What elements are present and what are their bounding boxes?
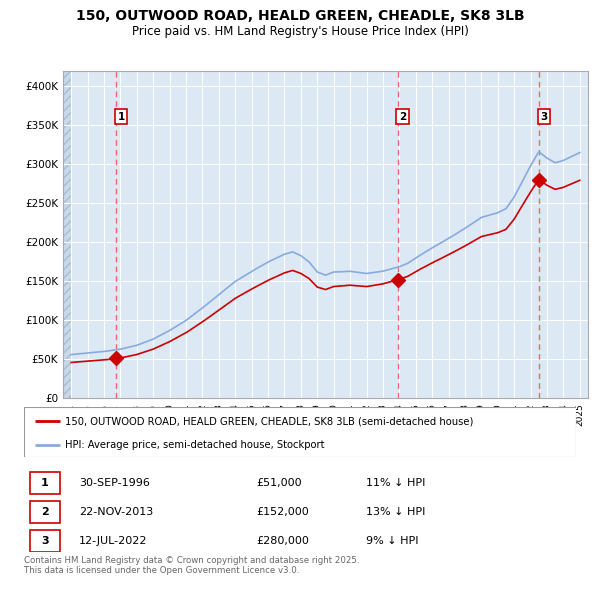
Text: 3: 3 [41,536,49,546]
Text: Price paid vs. HM Land Registry's House Price Index (HPI): Price paid vs. HM Land Registry's House … [131,25,469,38]
Text: 2: 2 [41,507,49,517]
Text: 12-JUL-2022: 12-JUL-2022 [79,536,148,546]
Text: 22-NOV-2013: 22-NOV-2013 [79,507,154,517]
Text: 13% ↓ HPI: 13% ↓ HPI [366,507,425,517]
FancyBboxPatch shape [29,501,60,523]
Text: 3: 3 [541,112,548,122]
Text: £152,000: £152,000 [256,507,308,517]
FancyBboxPatch shape [29,471,60,494]
Text: 11% ↓ HPI: 11% ↓ HPI [366,478,425,487]
Text: £280,000: £280,000 [256,536,309,546]
FancyBboxPatch shape [24,407,576,457]
Text: £51,000: £51,000 [256,478,301,487]
Text: 2: 2 [399,112,406,122]
Text: 1: 1 [118,112,125,122]
Text: 30-SEP-1996: 30-SEP-1996 [79,478,150,487]
Text: 1: 1 [41,478,49,487]
Text: Contains HM Land Registry data © Crown copyright and database right 2025.
This d: Contains HM Land Registry data © Crown c… [24,556,359,575]
FancyBboxPatch shape [29,530,60,552]
Text: 9% ↓ HPI: 9% ↓ HPI [366,536,419,546]
Text: HPI: Average price, semi-detached house, Stockport: HPI: Average price, semi-detached house,… [65,440,325,450]
Text: 150, OUTWOOD ROAD, HEALD GREEN, CHEADLE, SK8 3LB: 150, OUTWOOD ROAD, HEALD GREEN, CHEADLE,… [76,9,524,23]
Text: 150, OUTWOOD ROAD, HEALD GREEN, CHEADLE, SK8 3LB (semi-detached house): 150, OUTWOOD ROAD, HEALD GREEN, CHEADLE,… [65,416,474,426]
